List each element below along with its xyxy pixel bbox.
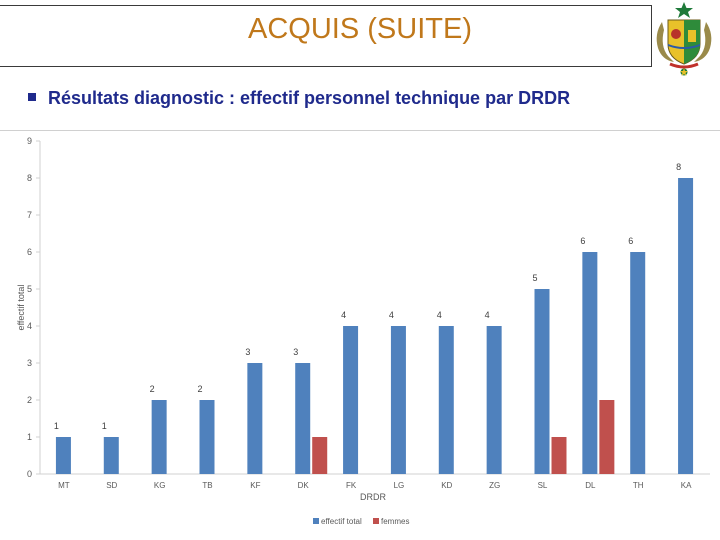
- data-label: 1: [54, 421, 59, 431]
- y-tick-label: 9: [27, 136, 32, 146]
- data-label: 6: [580, 236, 585, 246]
- legend-label-effectif-total: effectif total: [321, 517, 362, 526]
- bar-femmes: [599, 400, 615, 474]
- title-box: [0, 5, 652, 67]
- bar-effectif-total: [534, 289, 550, 474]
- x-tick-label: KG: [154, 481, 166, 490]
- x-tick-label: SL: [538, 481, 548, 490]
- bar-effectif-total: [630, 252, 646, 474]
- bar-effectif-total: [103, 437, 119, 474]
- subtitle-text: Résultats diagnostic : effectif personne…: [48, 88, 571, 108]
- y-tick-label: 0: [27, 469, 32, 479]
- data-label: 2: [197, 384, 202, 394]
- data-label: 5: [532, 273, 537, 283]
- y-tick-label: 4: [27, 321, 32, 331]
- y-axis-title: effectif total: [16, 285, 26, 331]
- y-tick-label: 5: [27, 284, 32, 294]
- data-label: 6: [628, 236, 633, 246]
- y-tick-label: 7: [27, 210, 32, 220]
- x-tick-label: DL: [585, 481, 596, 490]
- data-label: 3: [293, 347, 298, 357]
- bar-effectif-total: [295, 363, 311, 474]
- y-tick-label: 8: [27, 173, 32, 183]
- slide-subtitle: Résultats diagnostic : effectif personne…: [28, 88, 570, 109]
- x-tick-label: FK: [346, 481, 357, 490]
- bar-effectif-total: [55, 437, 71, 474]
- y-tick-label: 1: [27, 432, 32, 442]
- bar-effectif-total: [151, 400, 167, 474]
- x-tick-label: KA: [681, 481, 692, 490]
- x-tick-label: ZG: [489, 481, 500, 490]
- chart-frame: [0, 130, 720, 540]
- data-label: 4: [389, 310, 394, 320]
- bar-effectif-total: [343, 326, 359, 474]
- x-tick-label: SD: [106, 481, 117, 490]
- x-tick-label: LG: [394, 481, 405, 490]
- legend-label-femmes: femmes: [381, 517, 409, 526]
- legend-swatch-effectif-total: [313, 518, 319, 524]
- x-tick-label: TH: [633, 481, 644, 490]
- bar-femmes: [551, 437, 567, 474]
- data-label: 2: [150, 384, 155, 394]
- y-tick-label: 3: [27, 358, 32, 368]
- bar-femmes: [312, 437, 328, 474]
- bar-effectif-total: [678, 178, 694, 474]
- x-tick-label: TB: [202, 481, 212, 490]
- x-tick-label: KF: [250, 481, 260, 490]
- data-label: 3: [245, 347, 250, 357]
- data-label: 4: [341, 310, 346, 320]
- legend-swatch-femmes: [373, 518, 379, 524]
- square-bullet-icon: [28, 93, 36, 102]
- data-label: 8: [676, 162, 681, 172]
- coat-of-arms-icon: [656, 2, 712, 76]
- y-tick-label: 2: [27, 395, 32, 405]
- bar-effectif-total: [199, 400, 215, 474]
- data-label: 4: [485, 310, 490, 320]
- x-tick-label: KD: [441, 481, 452, 490]
- bar-effectif-total: [582, 252, 598, 474]
- data-label: 4: [437, 310, 442, 320]
- x-tick-label: MT: [58, 481, 70, 490]
- x-tick-label: DK: [298, 481, 310, 490]
- bar-effectif-total: [486, 326, 502, 474]
- page-title: ACQUIS (SUITE): [248, 13, 472, 45]
- data-label: 1: [102, 421, 107, 431]
- x-axis-title: DRDR: [360, 492, 386, 502]
- y-tick-label: 6: [27, 247, 32, 257]
- bar-effectif-total: [390, 326, 406, 474]
- bar-effectif-total: [247, 363, 263, 474]
- bar-effectif-total: [438, 326, 454, 474]
